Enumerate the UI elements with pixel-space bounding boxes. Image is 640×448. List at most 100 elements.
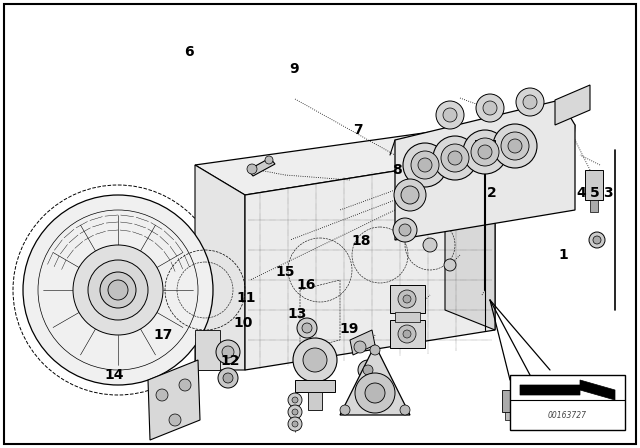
Polygon shape xyxy=(340,345,410,415)
Circle shape xyxy=(179,379,191,391)
Polygon shape xyxy=(148,360,200,440)
Bar xyxy=(590,200,598,212)
Polygon shape xyxy=(520,380,615,400)
Text: 12: 12 xyxy=(221,353,240,368)
Circle shape xyxy=(589,232,605,248)
Circle shape xyxy=(508,139,522,153)
Circle shape xyxy=(370,345,380,355)
Circle shape xyxy=(400,405,410,415)
Bar xyxy=(395,312,420,322)
Circle shape xyxy=(297,318,317,338)
Circle shape xyxy=(448,151,462,165)
Bar xyxy=(502,390,518,412)
Bar xyxy=(585,170,603,200)
Text: 17: 17 xyxy=(154,328,173,342)
Polygon shape xyxy=(555,85,590,125)
Circle shape xyxy=(358,360,378,380)
Circle shape xyxy=(476,94,504,122)
Circle shape xyxy=(218,368,238,388)
Polygon shape xyxy=(475,140,495,155)
Text: 00163727: 00163727 xyxy=(547,410,586,419)
Text: 9: 9 xyxy=(289,62,300,77)
Text: 6: 6 xyxy=(184,44,194,59)
Text: 14: 14 xyxy=(104,368,124,383)
Polygon shape xyxy=(245,155,495,370)
Polygon shape xyxy=(195,330,220,370)
Circle shape xyxy=(169,414,181,426)
Text: 8: 8 xyxy=(392,163,402,177)
Circle shape xyxy=(403,330,411,338)
Circle shape xyxy=(247,164,257,174)
Circle shape xyxy=(354,341,366,353)
Circle shape xyxy=(365,383,385,403)
Bar xyxy=(542,380,558,402)
Bar xyxy=(308,392,322,410)
Circle shape xyxy=(441,144,469,172)
Circle shape xyxy=(493,124,537,168)
Circle shape xyxy=(418,158,432,172)
Circle shape xyxy=(222,346,234,358)
Text: 5: 5 xyxy=(589,185,600,200)
Text: 11: 11 xyxy=(237,291,256,305)
Circle shape xyxy=(403,143,447,187)
Circle shape xyxy=(363,365,373,375)
Circle shape xyxy=(288,417,302,431)
Bar xyxy=(295,380,335,392)
Circle shape xyxy=(23,195,213,385)
Text: 7: 7 xyxy=(353,123,364,137)
Polygon shape xyxy=(195,165,245,370)
Circle shape xyxy=(471,138,499,166)
Circle shape xyxy=(501,132,529,160)
Polygon shape xyxy=(445,130,495,330)
Circle shape xyxy=(403,295,411,303)
Circle shape xyxy=(393,218,417,242)
Bar xyxy=(525,407,535,415)
Circle shape xyxy=(398,325,416,343)
Text: 1: 1 xyxy=(558,248,568,263)
Text: 4: 4 xyxy=(576,185,586,200)
Circle shape xyxy=(394,179,426,211)
Text: 2: 2 xyxy=(486,185,497,200)
Text: 16: 16 xyxy=(296,278,316,293)
Text: 13: 13 xyxy=(288,306,307,321)
Circle shape xyxy=(444,259,456,271)
Text: 15: 15 xyxy=(275,265,294,280)
Circle shape xyxy=(443,108,457,122)
Polygon shape xyxy=(350,330,375,355)
Circle shape xyxy=(292,421,298,427)
Text: 19: 19 xyxy=(339,322,358,336)
Circle shape xyxy=(436,101,464,129)
Circle shape xyxy=(156,389,168,401)
Polygon shape xyxy=(195,130,495,195)
Circle shape xyxy=(399,224,411,236)
Circle shape xyxy=(523,95,537,109)
Circle shape xyxy=(340,405,350,415)
Polygon shape xyxy=(248,158,275,176)
Polygon shape xyxy=(395,100,575,240)
Circle shape xyxy=(293,338,337,382)
Bar xyxy=(522,385,538,407)
Circle shape xyxy=(303,348,327,372)
Circle shape xyxy=(593,236,601,244)
Circle shape xyxy=(223,373,233,383)
Circle shape xyxy=(478,145,492,159)
Circle shape xyxy=(433,136,477,180)
Text: 3: 3 xyxy=(603,185,613,200)
Circle shape xyxy=(108,280,128,300)
Circle shape xyxy=(265,156,273,164)
Circle shape xyxy=(516,88,544,116)
Bar xyxy=(390,285,425,313)
Circle shape xyxy=(423,238,437,252)
Circle shape xyxy=(401,186,419,204)
Text: 18: 18 xyxy=(352,234,371,248)
Bar xyxy=(505,412,515,420)
Circle shape xyxy=(398,290,416,308)
Text: 10: 10 xyxy=(234,315,253,330)
Circle shape xyxy=(88,260,148,320)
Circle shape xyxy=(216,340,240,364)
Bar xyxy=(545,402,555,410)
Circle shape xyxy=(463,130,507,174)
Circle shape xyxy=(355,373,395,413)
Circle shape xyxy=(100,272,136,308)
Bar xyxy=(510,375,625,430)
